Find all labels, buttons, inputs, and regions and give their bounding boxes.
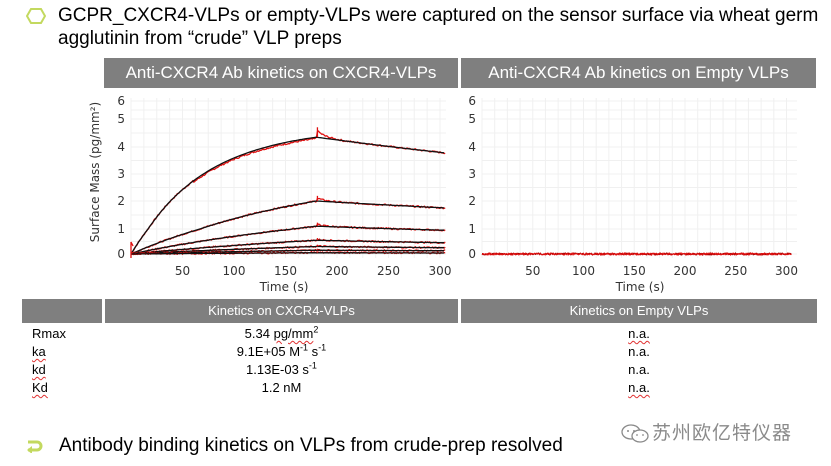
y-tick-label: 2 xyxy=(468,194,476,208)
y-tick-label: 5 xyxy=(117,112,125,126)
fit-line-curve-4 xyxy=(130,239,445,255)
cxcr4-value: 5.34 pg/mm2 xyxy=(105,325,458,343)
cxcr4-value: 1.2 nM xyxy=(261,380,302,395)
grid-right xyxy=(481,98,797,258)
fit-line-curve-2 xyxy=(130,200,445,255)
watermark-text: 苏州欧亿特仪器 xyxy=(652,423,793,444)
y-tick-label: 3 xyxy=(468,167,476,181)
fit-line-curve-3 xyxy=(130,225,445,255)
row-label: kd xyxy=(32,362,46,377)
chart-title-empty: Anti-CXCR4 Ab kinetics on Empty VLPs xyxy=(461,58,816,88)
x-tick-label: 200 xyxy=(674,264,697,278)
y-tick-label: 6 xyxy=(117,94,125,108)
series-left xyxy=(130,127,446,258)
y-tick-label: 5 xyxy=(468,112,476,126)
cxcr4-value: 9.1E+05 M-1 s-1 xyxy=(105,343,458,361)
value-unit: pg/mm xyxy=(273,326,314,341)
start-artifact xyxy=(130,241,134,258)
x-ticks-right: 50 100 150 200 250 300 xyxy=(525,264,798,278)
row-label: Rmax xyxy=(32,326,66,341)
chart-title-cxcr4: Anti-CXCR4 Ab kinetics on CXCR4-VLPs xyxy=(104,58,458,88)
value-na: n.a. xyxy=(628,380,650,395)
table-header-empty: Kinetics on Empty VLPs xyxy=(461,299,817,323)
watermark: 苏州欧亿特仪器 xyxy=(620,418,792,445)
x-tick-label: 250 xyxy=(377,264,400,278)
curved-arrow-bullet-icon xyxy=(27,440,43,453)
value-number: 9.1E+05 M xyxy=(236,344,301,359)
fit-line-curve-1 xyxy=(130,136,445,255)
table-row-ka: ka 9.1E+05 M-1 s-1 n.a. xyxy=(0,343,831,361)
x-tick-label: 150 xyxy=(274,264,297,278)
y-tick-label: 4 xyxy=(117,140,125,154)
y-tick-label: 1 xyxy=(468,222,476,236)
value-number: 5.34 xyxy=(244,326,270,341)
fit-line-curve-7 xyxy=(131,252,445,255)
chart-cxcr4: 0 1 2 3 4 5 6 50 100 150 200 250 300 Surface Mass (… xyxy=(88,94,451,294)
value-sup: -1 xyxy=(300,342,309,353)
y-ticks-left: 0 1 2 3 4 5 6 xyxy=(117,94,125,261)
row-label: Kd xyxy=(32,380,48,395)
chart-empty: 0 1 2 3 4 5 6 50 100 150 200 250 300 Time (s) xyxy=(468,94,798,294)
noise-line-2 xyxy=(481,251,792,257)
table-header-cxcr4: Kinetics on CXCR4-VLPs xyxy=(105,299,458,323)
empty-value: n.a. xyxy=(628,344,650,359)
y-ticks-right: 0 1 2 3 4 5 6 xyxy=(468,94,476,261)
top-bullet-text: GCPR_CXCR4-VLPs or empty-VLPs were captu… xyxy=(58,5,819,49)
value-sup: -1 xyxy=(308,360,317,371)
wechat-icon xyxy=(620,423,652,445)
bottom-bullet-text: Antibody binding kinetics on VLPs from c… xyxy=(59,435,563,456)
value-number: 1.13E-03 s xyxy=(246,362,309,377)
cxcr4-value: 1.13E-03 s-1 xyxy=(105,361,458,379)
empty-value: n.a. xyxy=(461,325,817,343)
y-tick-label: 0 xyxy=(117,247,125,261)
x-axis-title-right: Time (s) xyxy=(615,280,665,294)
table-header-blank xyxy=(22,299,102,323)
grid-left xyxy=(130,98,446,258)
value-sup: -1 xyxy=(318,342,327,353)
x-tick-label: 100 xyxy=(572,264,595,278)
table-row-kd: kd 1.13E-03 s-1 n.a. xyxy=(0,361,831,379)
x-axis-title-left: Time (s) xyxy=(259,280,309,294)
table-row-Kd: Kd 1.2 nM n.a. xyxy=(0,379,831,397)
x-tick-label: 200 xyxy=(326,264,349,278)
x-tick-label: 150 xyxy=(623,264,646,278)
value-unit: s xyxy=(308,344,319,359)
value-sup: 2 xyxy=(313,324,319,335)
x-tick-label: 50 xyxy=(525,264,540,278)
y-tick-label: 3 xyxy=(117,167,125,181)
x-tick-label: 300 xyxy=(429,264,452,278)
y-tick-label: 2 xyxy=(117,194,125,208)
empty-value: n.a. xyxy=(628,362,650,377)
x-tick-label: 250 xyxy=(724,264,747,278)
table-row-rmax: Rmax 5.34 pg/mm2 n.a. xyxy=(0,325,831,343)
hexagon-outline-bullet-icon xyxy=(26,8,46,24)
y-tick-label: 6 xyxy=(468,94,476,108)
fit-line-curve-5 xyxy=(130,245,445,255)
series-right xyxy=(481,251,792,257)
x-tick-label: 300 xyxy=(775,264,798,278)
value-na: n.a. xyxy=(628,326,650,341)
y-tick-label: 4 xyxy=(468,140,476,154)
x-tick-label: 50 xyxy=(175,264,190,278)
y-tick-label: 0 xyxy=(468,247,476,261)
y-axis-title: Surface Mass (pg/mm²) xyxy=(88,102,102,242)
x-tick-label: 100 xyxy=(223,264,246,278)
empty-value: n.a. xyxy=(461,379,817,397)
y-tick-label: 1 xyxy=(117,222,125,236)
row-label: ka xyxy=(32,344,46,359)
x-ticks-left: 50 100 150 200 250 300 xyxy=(175,264,452,278)
